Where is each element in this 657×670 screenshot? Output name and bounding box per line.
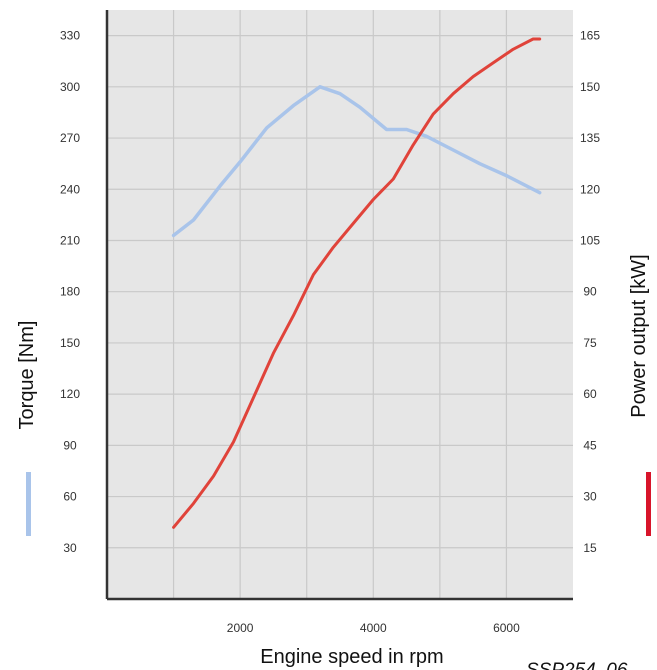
x-tick-label: 6000 xyxy=(493,621,520,635)
left-axis-title: Torque [Nm] xyxy=(16,321,38,430)
right-tick-label: 75 xyxy=(583,336,597,350)
plot-background xyxy=(107,10,573,599)
right-tick-labels: 15 30 45 60 75 90 105 120 135 150 165 xyxy=(580,29,600,555)
power-line xyxy=(172,37,542,529)
x-tick-labels: 2000 4000 6000 xyxy=(227,621,520,635)
power-legend-swatch xyxy=(646,472,651,536)
left-tick-label: 180 xyxy=(60,285,80,299)
right-tick-label: 30 xyxy=(583,490,597,504)
x-axis-title: Engine speed in rpm xyxy=(260,646,443,668)
left-tick-label: 210 xyxy=(60,233,80,247)
left-tick-label: 30 xyxy=(63,541,77,555)
right-axis-title: Power output [kW] xyxy=(628,254,650,417)
right-tick-label: 15 xyxy=(583,541,597,555)
left-tick-label: 60 xyxy=(63,490,77,504)
left-tick-label: 270 xyxy=(60,131,80,145)
figure-code: SSP254_06 xyxy=(526,660,628,670)
plot-area xyxy=(105,10,573,601)
right-tick-label: 60 xyxy=(583,387,597,401)
torque-line xyxy=(171,85,542,238)
right-tick-label: 150 xyxy=(580,80,600,94)
right-tick-label: 120 xyxy=(580,182,600,196)
x-tick-label: 2000 xyxy=(227,621,254,635)
right-tick-label: 105 xyxy=(580,233,600,247)
right-tick-label: 165 xyxy=(580,29,600,43)
left-tick-label: 240 xyxy=(60,182,80,196)
right-tick-label: 90 xyxy=(583,285,597,299)
right-tick-label: 135 xyxy=(580,131,600,145)
x-tick-label: 4000 xyxy=(360,621,387,635)
left-tick-label: 300 xyxy=(60,80,80,94)
left-tick-label: 150 xyxy=(60,336,80,350)
left-tick-label: 90 xyxy=(63,438,77,452)
left-tick-label: 330 xyxy=(60,29,80,43)
torque-legend-swatch xyxy=(26,472,31,536)
left-tick-label: 120 xyxy=(60,387,80,401)
series-lines xyxy=(171,37,542,529)
right-tick-label: 45 xyxy=(583,438,597,452)
left-tick-labels: 30 60 90 120 150 180 210 240 270 300 330 xyxy=(60,29,80,555)
